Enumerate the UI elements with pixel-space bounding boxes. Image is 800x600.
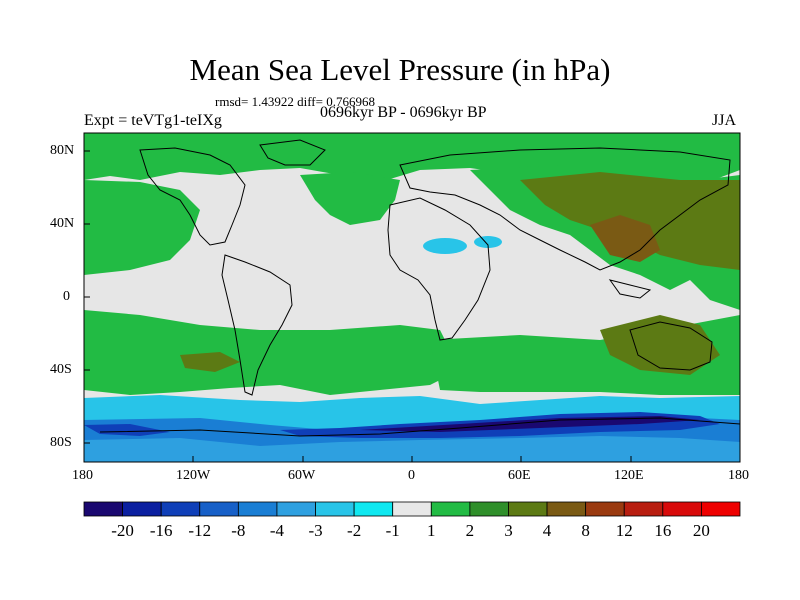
colorbar-swatch (392, 501, 432, 517)
lon-tick-60e: 60E (508, 468, 531, 483)
colorbar-label: 4 (543, 521, 552, 540)
lat-tick-80n: 80N (50, 143, 75, 158)
lat-tick-40n: 40N (50, 216, 75, 231)
colorbar-swatch (469, 501, 509, 517)
colorbar-swatch (623, 501, 664, 517)
antarctic-coast-core (360, 416, 700, 432)
colorbar-swatch (508, 501, 548, 517)
colorbar-label: -8 (231, 521, 245, 540)
coastlines (99, 139, 740, 437)
colorbar-label: 20 (693, 521, 710, 540)
colorbar-label: -2 (347, 521, 361, 540)
greenland-coast (259, 139, 326, 166)
lon-tick-0: 0 (408, 468, 415, 483)
lat-tick-40s: 40S (50, 362, 72, 377)
experiment-label: Expt = teVTg1-teIXg (84, 112, 222, 129)
season-label: JJA (712, 112, 737, 129)
colorbar-swatch (585, 501, 625, 517)
pacific-sector-negative (84, 424, 170, 436)
lon-tick-120w: 120W (176, 468, 211, 483)
colorbar-label: 1 (427, 521, 436, 540)
eurasia-coast (399, 147, 731, 271)
colorbar-swatch (237, 501, 278, 517)
antarctic-negative (84, 436, 740, 462)
south-mid-latitude-positive (84, 310, 460, 395)
lon-tick-60w: 60W (288, 468, 316, 483)
lon-tick-180-left: 180 (72, 468, 93, 483)
north-pacific-positive (84, 180, 200, 275)
colorbar-swatch (701, 501, 741, 517)
colorbar-swatch (199, 501, 239, 517)
axis-ticks (84, 150, 632, 462)
colorbar-swatch (122, 501, 162, 517)
colorbar-swatch (662, 501, 702, 517)
colorbar-label: 8 (581, 521, 590, 540)
colorbar-swatch (546, 501, 587, 517)
colorbar-label: 3 (504, 521, 513, 540)
colorbar-label: 2 (466, 521, 475, 540)
colorbar-swatch (276, 501, 316, 517)
colorbar-label: -4 (270, 521, 285, 540)
stats-label: rmsd= 1.43922 diff= 0.766968 (215, 94, 375, 109)
north-atlantic-positive (300, 172, 400, 225)
africa-coast (387, 197, 491, 341)
south-america-coast (221, 254, 293, 396)
colorbar: -20 -16 -12 -8 -4 -3 -2 -1 1 2 3 4 8 12 16 20 (83, 501, 741, 540)
australia-coast (629, 321, 713, 371)
asia-core-positive (590, 215, 660, 262)
lon-tick-180-right: 180 (728, 468, 749, 483)
south-pacific-patch (180, 352, 240, 372)
colorbar-swatch (353, 501, 394, 517)
north-america-coast (139, 147, 246, 246)
lat-tick-80s: 80S (50, 435, 72, 450)
map-field (84, 133, 740, 462)
north-africa-negative (423, 238, 467, 254)
colorbar-swatch (315, 501, 355, 517)
antarctica-coast (99, 417, 740, 437)
colorbar-swatch (83, 501, 123, 517)
lat-tick-0: 0 (63, 289, 70, 304)
indonesia-coast (608, 279, 652, 299)
arabia-negative (474, 236, 502, 248)
period-label: 0696kyr BP - 0696kyr BP (320, 104, 487, 121)
colorbar-swatch (160, 501, 201, 517)
colorbar-label: -12 (188, 521, 211, 540)
colorbar-label: -16 (150, 521, 173, 540)
lon-tick-120e: 120E (614, 468, 644, 483)
colorbar-label: -3 (308, 521, 322, 540)
colorbar-label: 16 (654, 521, 671, 540)
colorbar-label: -1 (386, 521, 400, 540)
colorbar-label: -20 (111, 521, 134, 540)
colorbar-label: 12 (616, 521, 633, 540)
chart-title: Mean Sea Level Pressure (in hPa) (189, 52, 611, 87)
colorbar-swatch (430, 501, 471, 517)
